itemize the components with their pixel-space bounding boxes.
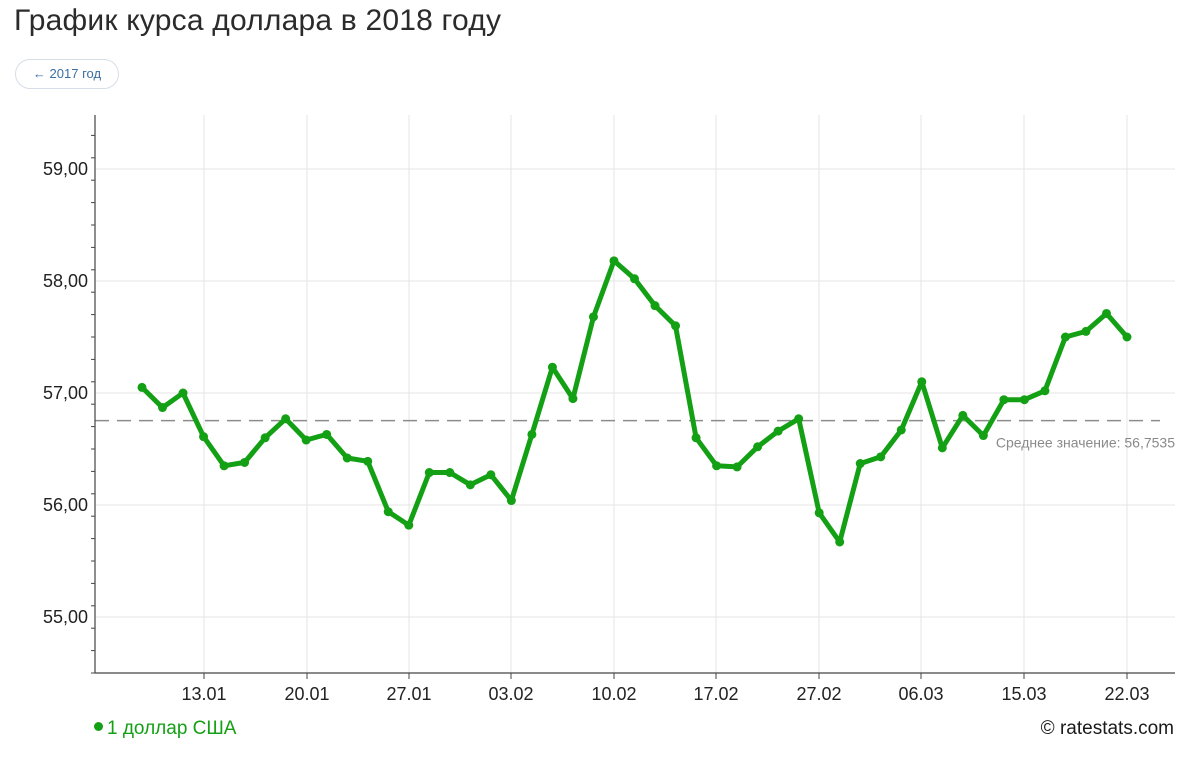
y-tick-label: 59,00 [43,159,88,179]
data-point[interactable] [712,461,722,471]
prev-year-button[interactable]: ← 2017 год [15,59,119,89]
data-point[interactable] [794,414,804,424]
data-point[interactable] [753,442,763,452]
x-tick-label: 20.01 [284,684,329,704]
data-point[interactable] [855,459,865,469]
data-point[interactable] [1060,332,1070,342]
x-tick-label: 15.03 [1001,684,1046,704]
line-chart: Среднее значение: 56,7535 55,00 56,00 57,0… [43,115,1175,704]
data-point[interactable] [404,520,414,530]
average-label: Среднее значение: 56,7535 [996,435,1175,451]
data-point[interactable] [937,443,947,453]
x-tick-label: 17.02 [693,684,738,704]
data-point[interactable] [383,507,393,517]
data-point[interactable] [609,256,619,266]
y-tick-label: 56,00 [43,495,88,515]
data-point[interactable] [958,410,968,420]
x-tick-label: 10.02 [591,684,636,704]
average-line-group: Среднее значение: 56,7535 [95,419,1175,451]
data-point[interactable] [486,470,496,480]
data-point[interactable] [671,321,681,331]
data-point[interactable] [732,462,742,472]
data-point[interactable] [199,432,209,442]
grid [95,115,1175,673]
x-tick-label: 03.02 [488,684,533,704]
data-point[interactable] [260,433,270,443]
y-tick-label: 58,00 [43,271,88,291]
data-point[interactable] [773,426,783,436]
data-point[interactable] [301,435,311,445]
data-point[interactable] [137,382,147,392]
y-tick-label: 55,00 [43,607,88,627]
data-point[interactable] [876,452,886,462]
data-point[interactable] [814,508,824,518]
x-tick-label: 06.03 [898,684,943,704]
data-point[interactable] [281,414,291,424]
data-point[interactable] [835,537,845,547]
data-point[interactable] [424,468,434,478]
data-point[interactable] [178,388,188,398]
data-point[interactable] [917,377,927,387]
credits: © ratestats.com [1040,718,1174,739]
data-point[interactable] [999,395,1009,405]
y-tick-label: 57,00 [43,383,88,403]
legend-label: 1 доллар США [107,718,237,739]
data-point[interactable] [588,312,598,322]
page-title: График курса доллара в 2018 году [14,4,502,37]
series-line [139,258,1130,545]
data-point[interactable] [650,301,660,311]
data-point[interactable] [691,433,701,443]
data-point[interactable] [527,429,537,439]
data-point[interactable] [506,496,516,506]
data-point[interactable] [445,468,455,478]
data-point[interactable] [568,394,578,404]
data-point[interactable] [465,480,475,490]
legend-marker-icon [94,722,103,731]
x-tick-label: 27.02 [796,684,841,704]
data-point[interactable] [1081,326,1091,336]
axes: 55,00 56,00 57,00 58,00 59,00 13.01 20.01 27.01… [43,115,1175,704]
x-tick-label: 27.01 [386,684,431,704]
x-tick-label: 22.03 [1104,684,1149,704]
data-point[interactable] [978,431,988,441]
x-tick-label: 13.01 [181,684,226,704]
data-point[interactable] [158,403,168,413]
data-point[interactable] [1122,332,1132,342]
series-group [137,256,1132,547]
data-point[interactable] [896,425,906,435]
data-point[interactable] [342,453,352,463]
data-point[interactable] [1040,386,1050,396]
data-point[interactable] [219,461,229,471]
data-point[interactable] [1101,308,1111,318]
data-point[interactable] [1019,395,1029,405]
data-point[interactable] [322,429,332,439]
data-point[interactable] [547,362,557,372]
data-point[interactable] [630,274,639,284]
data-point[interactable] [363,456,373,466]
data-point[interactable] [240,457,250,467]
legend-item[interactable]: 1 доллар США [94,718,236,740]
